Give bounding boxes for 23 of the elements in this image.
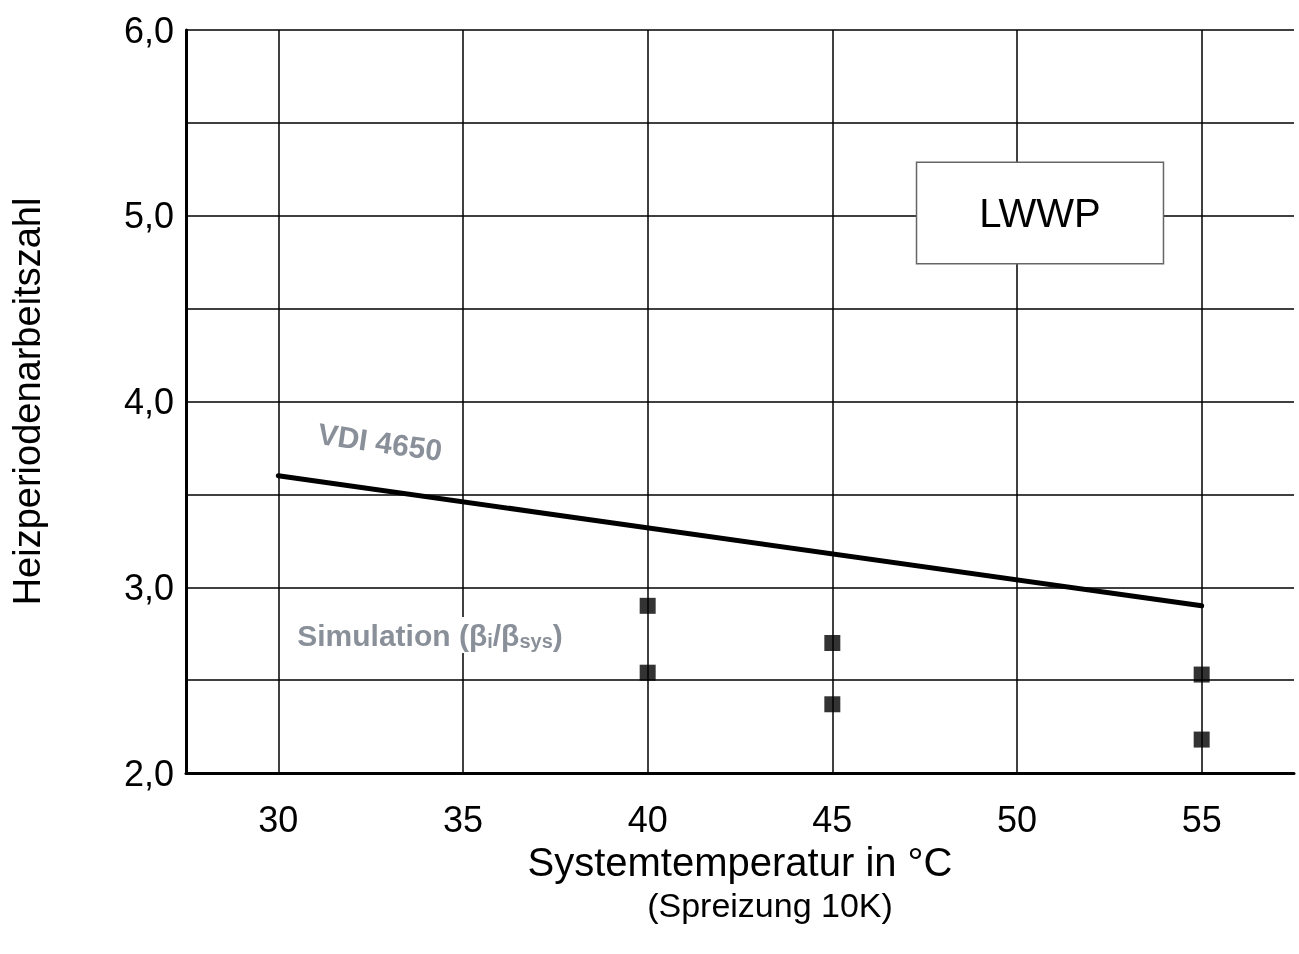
x-tick-label: 55 <box>1181 798 1222 840</box>
point <box>639 597 656 614</box>
x-axis-title: Systemtemperatur in °C <box>527 839 953 884</box>
y-tick-label: 5,0 <box>123 195 174 237</box>
y-tick-label: 6,0 <box>123 9 174 51</box>
y-axis-title: Heizperiodenarbeitszahl <box>6 197 48 606</box>
point <box>1193 731 1210 748</box>
y-tick-label: 4,0 <box>123 381 174 422</box>
x-tick-label: 40 <box>627 798 668 840</box>
point <box>824 696 841 713</box>
annotation: LWWP <box>979 191 1101 235</box>
y-tick-label: 3,0 <box>123 566 174 608</box>
y-tick-label: 2,0 <box>123 752 174 794</box>
text: (Spreizung 10K) <box>647 886 893 924</box>
x-tick-label: 35 <box>442 798 484 840</box>
x-tick-label: 50 <box>996 798 1038 840</box>
x-tick-label: 30 <box>258 798 299 840</box>
point <box>824 634 841 651</box>
annotation: VDI 4650 <box>315 416 445 468</box>
point <box>1193 666 1210 683</box>
point <box>639 664 656 681</box>
annotation: Simulation (βi/βsys) <box>297 618 563 652</box>
x-tick-label: 45 <box>812 798 853 840</box>
